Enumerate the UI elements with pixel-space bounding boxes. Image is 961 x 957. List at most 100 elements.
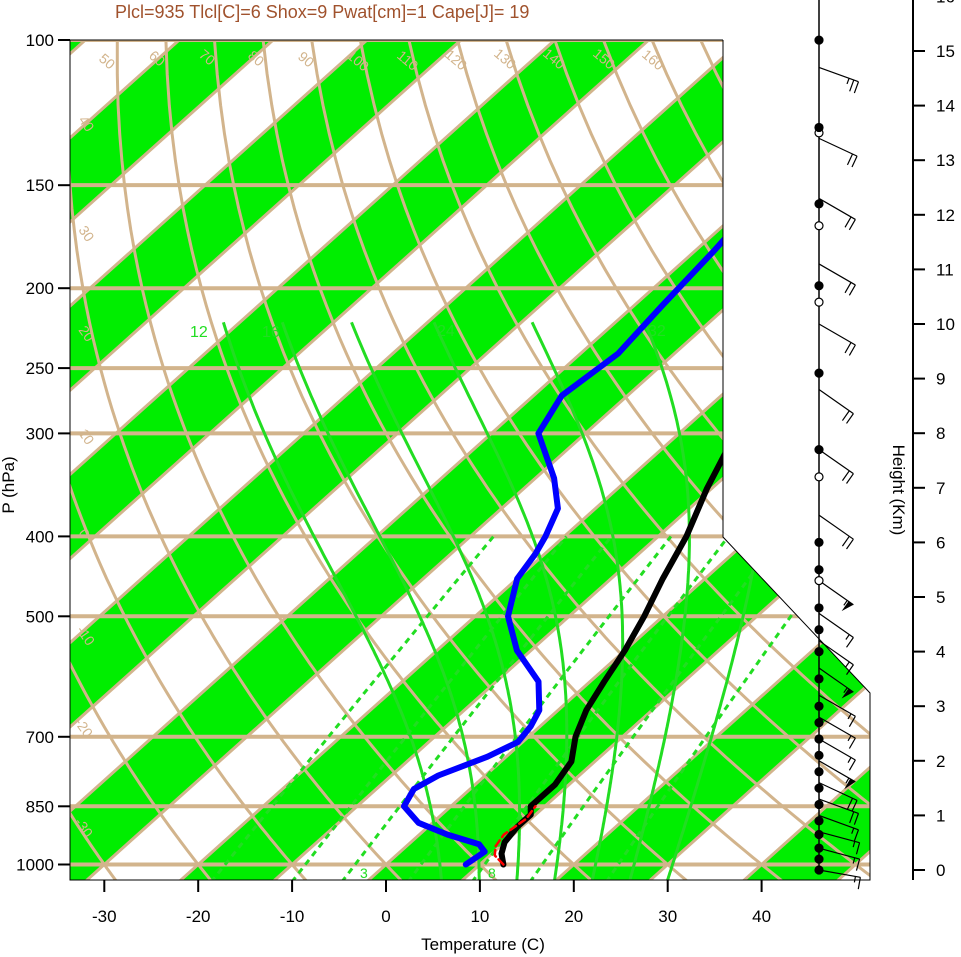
wind-barb-shaft <box>818 323 856 346</box>
x-tick-label: -30 <box>92 907 117 926</box>
height-marker <box>814 734 824 744</box>
isotherm-band <box>366 40 870 880</box>
height-marker <box>814 35 824 45</box>
isotherm-label: 10 <box>742 528 770 556</box>
wind-barb-feather <box>848 737 856 749</box>
x-axis-title: Temperature (C) <box>421 935 545 954</box>
wind-barb-feather <box>846 473 854 484</box>
wind-barb-feather <box>844 216 852 228</box>
isotherm-label: 10 <box>76 426 98 448</box>
height-marker <box>814 221 824 231</box>
wind-barb-half-feather <box>845 661 850 668</box>
height-marker <box>814 565 824 575</box>
x-tick-label: 30 <box>658 907 677 926</box>
height-marker <box>814 646 824 657</box>
isotherm-band <box>70 40 837 880</box>
y-tick-label: 400 <box>26 527 54 546</box>
x-tick-label: 40 <box>752 907 771 926</box>
wind-barb-feather <box>841 535 850 547</box>
moist-adiabat-label: 12 <box>190 324 208 341</box>
moist-adiabat-line <box>627 321 691 880</box>
wind-barb-flag <box>841 688 854 699</box>
y-axis-title: P (hPa) <box>0 456 18 513</box>
wind-barb-half-feather <box>853 876 857 883</box>
height-tick-label: 4 <box>936 643 945 662</box>
wind-barb-half-feather <box>852 841 856 848</box>
parcel-line <box>493 805 537 866</box>
dry-adiabat-line <box>164 40 595 880</box>
wind-barb-feather <box>846 637 854 648</box>
wind-barb-half-feather <box>847 735 852 742</box>
wind-barb-feather <box>848 759 856 771</box>
dry-adiabat-line <box>504 40 870 880</box>
height-marker <box>814 843 824 853</box>
x-axis: -30 -20 -10 0 10 20 30 40 <box>92 880 771 926</box>
wind-barb-feather <box>855 858 861 871</box>
isotherm-line <box>70 40 462 880</box>
height-tick-label: 11 <box>936 260 954 279</box>
y-tick-label: 150 <box>26 176 54 195</box>
mixing-ratio-line <box>470 535 730 880</box>
y-tick-label: 100 <box>26 31 54 50</box>
y-tick-label: 1000 <box>16 856 54 875</box>
wind-barb-shaft <box>818 580 854 606</box>
height-marker <box>814 297 824 307</box>
wind-barb-shaft <box>818 869 861 878</box>
dry-adiabat-line <box>310 40 870 880</box>
isotherm-line <box>177 40 870 880</box>
wind-barb-feather <box>857 877 861 890</box>
height-tick-label: 13 <box>936 151 955 170</box>
wind-barb-feather <box>848 344 856 356</box>
height-tick-label: 1 <box>936 806 945 825</box>
dry-adiabat-line <box>358 40 870 880</box>
wind-barb-shaft <box>818 263 856 286</box>
height-marker <box>814 854 824 864</box>
wind-barb-feather <box>846 538 854 550</box>
height-marker <box>814 799 824 810</box>
height-marker <box>814 576 824 586</box>
mixing-ratio-line <box>290 535 568 880</box>
wind-barb-shaft <box>818 782 858 801</box>
height-marker <box>814 829 824 840</box>
isotherm-band <box>554 40 870 880</box>
height-axis: 012345678910111213141516 <box>912 0 955 880</box>
height-marker <box>814 674 824 684</box>
wind-barb-feather <box>846 153 854 166</box>
height-tick-label: 16 <box>936 0 955 6</box>
y-tick-label: 700 <box>26 728 54 747</box>
height-tick-label: 2 <box>936 752 945 771</box>
height-marker <box>814 783 824 793</box>
height-tick-label: 14 <box>936 97 955 116</box>
wind-barb-shaft <box>818 66 859 83</box>
x-tick-label: -20 <box>186 907 211 926</box>
wind-barb-half-feather <box>843 600 848 606</box>
wind-barb-feather <box>853 81 860 94</box>
y-tick-label: 850 <box>26 797 54 816</box>
moist-adiabat-line <box>530 321 625 880</box>
height-tick-label: 15 <box>936 42 955 61</box>
height-tick-label: 5 <box>936 588 945 607</box>
isotherm-line <box>70 40 650 880</box>
isotherm-label: 30 <box>724 115 752 143</box>
moist-adiabat-label: 24 <box>437 323 455 340</box>
wind-barb-shaft <box>818 738 856 761</box>
dry-adiabat-line <box>261 40 785 880</box>
isotherm-label: 20 <box>722 225 750 253</box>
mixing-ratio-label: 8 <box>488 865 496 881</box>
wind-barb-feather <box>851 800 858 812</box>
mixing-ratio-line <box>209 535 495 880</box>
wind-barb-shaft <box>818 716 856 739</box>
wind-barb-feather <box>846 664 854 675</box>
moist-adiabat-label: 16 <box>262 324 280 341</box>
wind-barb-shaft <box>818 137 858 157</box>
wind-barb-shaft <box>818 814 859 831</box>
moist-adiabat-line <box>350 321 522 880</box>
height-marker <box>814 199 824 209</box>
wind-barb-half-feather <box>851 827 855 834</box>
wind-barb-feather <box>855 842 861 855</box>
height-marker <box>814 717 824 728</box>
wind-barb-shaft <box>818 640 854 666</box>
isotherm-line <box>70 40 275 880</box>
height-tick-label: 7 <box>936 479 945 498</box>
height-marker <box>814 750 824 760</box>
